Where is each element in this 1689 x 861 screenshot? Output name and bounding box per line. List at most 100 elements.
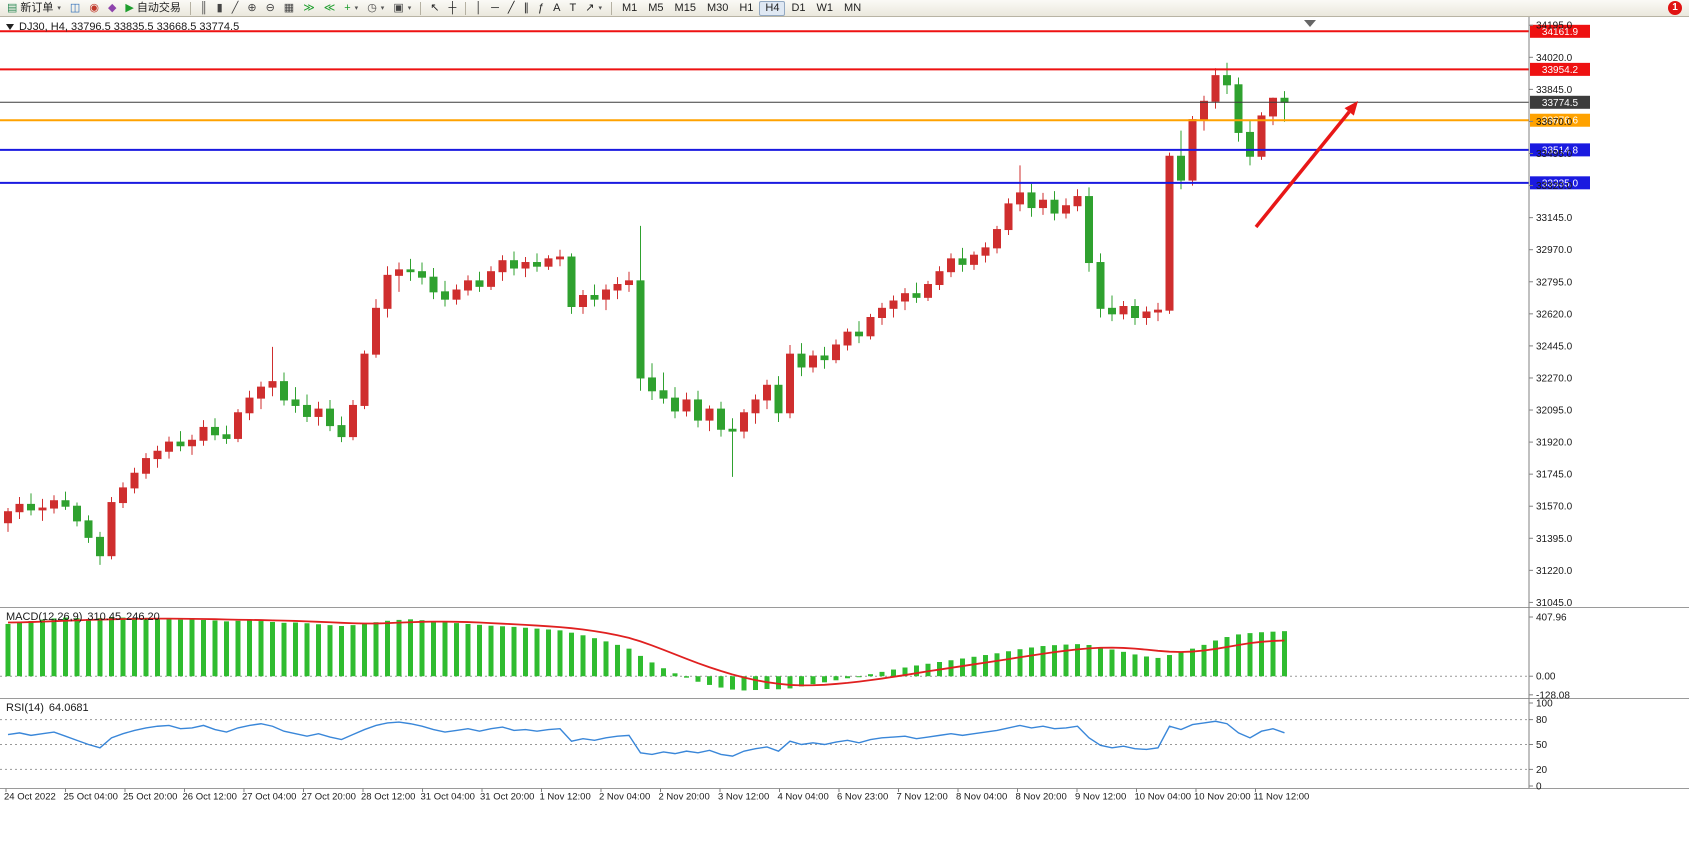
tf-w1-button-label: W1 <box>816 1 834 14</box>
macd-bar <box>224 621 229 677</box>
horizontal-line[interactable]: 34161.9 <box>0 24 1590 38</box>
macd-bar <box>477 624 482 677</box>
chart-shift-button[interactable]: ≪ <box>320 1 340 16</box>
candle <box>636 225 645 391</box>
label-button[interactable]: T <box>566 1 581 16</box>
tile-windows-button[interactable]: ▦ <box>280 1 298 16</box>
cursor-button[interactable]: ↖ <box>426 1 443 16</box>
time-tick-label: 27 Oct 20:00 <box>302 792 356 803</box>
macd-bar <box>1201 644 1207 677</box>
tf-h4-button[interactable]: H4 <box>759 0 786 16</box>
navigator-button[interactable]: ◆ <box>104 1 120 16</box>
candlestick-chart-button[interactable]: ▮ <box>213 1 227 16</box>
horizontal-line[interactable]: 33676.6 <box>0 113 1590 127</box>
text-button[interactable]: A <box>549 1 564 16</box>
charts-button[interactable]: ◫ <box>66 1 84 16</box>
candle <box>1131 299 1139 325</box>
horizontal-line[interactable]: 33954.2 <box>0 62 1590 76</box>
zoom-in-button[interactable]: ⊕ <box>243 1 260 16</box>
candle <box>659 372 668 404</box>
candle <box>1039 192 1047 215</box>
time-tick-label: 25 Oct 20:00 <box>123 792 177 803</box>
new-order-button[interactable]: ▤ 新订单 ▾ <box>3 1 65 16</box>
toolbar-separator <box>420 1 422 15</box>
candle <box>1073 189 1082 212</box>
price-tick-label: 32970.0 <box>1536 245 1573 256</box>
macd-bar <box>891 669 896 677</box>
candle <box>349 399 357 441</box>
price-line-label-text: 33514.8 <box>1542 145 1579 156</box>
macd-bar <box>1259 632 1264 677</box>
macd-bar <box>534 628 540 677</box>
macd-bar <box>1029 647 1034 677</box>
time-tick-label: 4 Nov 04:00 <box>778 792 829 803</box>
trendline-button[interactable]: ╱ <box>504 1 519 16</box>
time-axis[interactable]: 24 Oct 2022 25 Oct 04:00 25 Oct 20:00 26 Oc… <box>4 788 1310 803</box>
candle <box>1165 152 1174 314</box>
horizontal-line-button[interactable]: ─ <box>487 1 503 16</box>
trend-arrow[interactable] <box>1254 101 1358 229</box>
macd-bar <box>293 622 298 677</box>
auto-scroll-button[interactable]: ≫ <box>299 1 319 16</box>
templates-icon: ▣ <box>393 1 404 14</box>
candle <box>544 255 553 270</box>
periods-button[interactable]: ◷ ▾ <box>363 1 388 16</box>
indicators-button[interactable]: + ▾ <box>340 1 362 16</box>
dropdown-caret-icon: ▾ <box>380 5 385 12</box>
macd-bar <box>707 676 712 685</box>
macd-bar <box>86 619 91 677</box>
rsi-tick-label: 0 <box>1536 782 1542 793</box>
arrows-button[interactable]: ↗ ▾ <box>581 1 606 16</box>
macd-bar <box>661 668 666 677</box>
rsi-panel: 100 80 50 20 0 <box>0 699 1553 793</box>
macd-bar <box>1086 645 1092 677</box>
notification-badge[interactable]: 1 <box>1668 1 1682 15</box>
vertical-line-button[interactable]: │ <box>471 1 486 16</box>
price-tick-label: 32445.0 <box>1536 341 1573 352</box>
tf-h1-button[interactable]: H1 <box>734 1 758 16</box>
fibonacci-button[interactable]: ƒ <box>534 1 548 16</box>
tf-w1-button[interactable]: W1 <box>812 1 839 16</box>
time-tick-label: 11 Nov 12:00 <box>1254 792 1310 803</box>
macd-bar <box>166 619 172 677</box>
macd-bar <box>592 638 597 677</box>
chart-window[interactable]: 34161.9 33954.2 33774.5 33676.6 33514.8 33335… <box>0 17 1689 805</box>
macd-bar <box>960 658 965 677</box>
hlines-layer: 34161.9 33954.2 33774.5 33676.6 33514.8 33335… <box>0 24 1590 190</box>
tf-m30-button[interactable]: M30 <box>702 1 733 16</box>
candle <box>786 344 794 419</box>
price-tick-label: 33145.0 <box>1536 213 1573 224</box>
market-watch-button[interactable]: ◉ <box>85 1 103 16</box>
tf-m15-button[interactable]: M15 <box>670 1 701 16</box>
zoom-out-button[interactable]: ⊖ <box>262 1 279 16</box>
auto-scroll-icon: ≫ <box>303 1 315 14</box>
autotrading-button[interactable]: ▶ 自动交易 <box>121 1 184 16</box>
templates-button[interactable]: ▣ ▾ <box>389 1 415 16</box>
bar-chart-button[interactable]: ║ <box>196 1 212 16</box>
tf-mn-button[interactable]: MN <box>839 1 866 16</box>
channel-button[interactable]: ∥ <box>520 1 534 16</box>
horizontal-line[interactable]: 33774.5 <box>0 95 1590 109</box>
macd-bar <box>741 676 747 691</box>
candle <box>510 251 518 276</box>
candle <box>142 453 150 479</box>
macd-bar <box>120 617 126 677</box>
tf-m1-button[interactable]: M1 <box>617 1 642 16</box>
macd-tick-label: 0.00 <box>1536 672 1556 683</box>
rsi-tick-label: 100 <box>1536 699 1553 710</box>
line-chart-button[interactable]: ╱ <box>228 1 243 16</box>
crosshair-button[interactable]: ┼ <box>444 1 460 16</box>
candle <box>671 387 679 419</box>
tf-d1-button[interactable]: D1 <box>786 1 810 16</box>
macd-bar <box>546 629 551 677</box>
horizontal-line[interactable]: 33335.0 <box>0 176 1590 190</box>
chart-canvas[interactable]: 34161.9 33954.2 33774.5 33676.6 33514.8 33335… <box>0 17 1689 805</box>
collapse-triangle-icon <box>6 24 14 30</box>
price-tick-label: 34020.0 <box>1536 53 1573 64</box>
candle <box>958 247 967 272</box>
price-axis[interactable]: 34195.0 34020.0 33845.0 33670.0 33495.0 33320… <box>1528 17 1573 788</box>
arrows-icon: ↗ <box>585 1 595 14</box>
horizontal-line[interactable]: 33514.8 <box>0 143 1590 157</box>
toolbar-separator <box>610 1 612 15</box>
tf-m5-button[interactable]: M5 <box>643 1 668 16</box>
